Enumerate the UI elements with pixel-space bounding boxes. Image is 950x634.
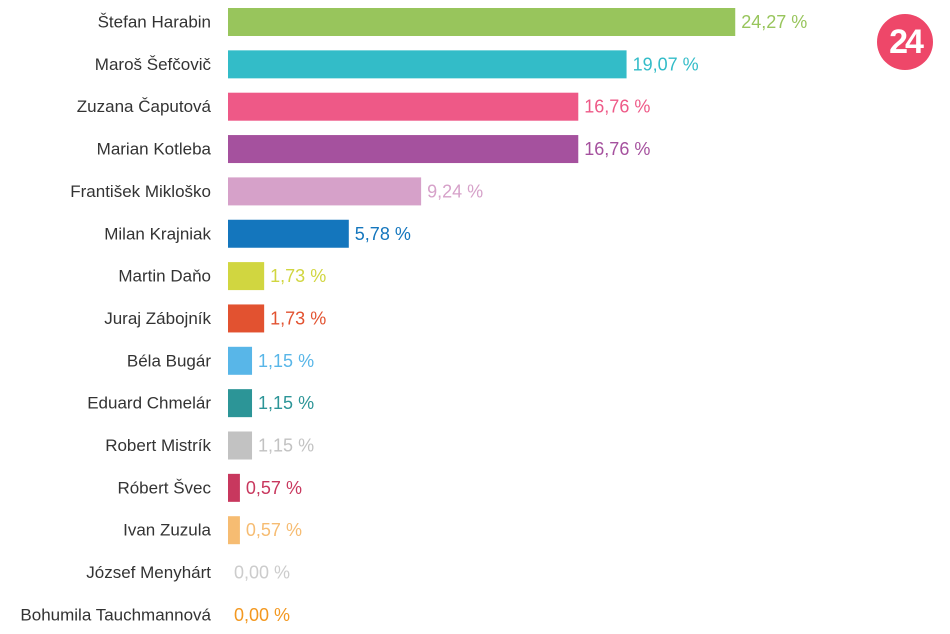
- value-label: 1,73 %: [270, 266, 326, 286]
- value-label: 19,07 %: [633, 54, 699, 74]
- bar: [228, 304, 265, 333]
- category-label: Milan Krajniak: [104, 224, 211, 243]
- category-label: Marian Kotleba: [97, 140, 212, 159]
- bar: [228, 50, 627, 79]
- value-label: 1,15 %: [258, 436, 314, 456]
- category-label: Juraj Zábojník: [104, 309, 211, 328]
- category-label: František Mikloško: [70, 182, 211, 201]
- category-label: Maroš Šefčovič: [95, 55, 212, 74]
- category-label: Eduard Chmelár: [87, 394, 211, 413]
- bar: [228, 389, 253, 418]
- bar: [228, 177, 422, 206]
- category-label: Martin Daňo: [118, 267, 211, 286]
- bar: [228, 473, 240, 502]
- value-label: 5,78 %: [355, 224, 411, 244]
- value-label: 1,15 %: [258, 351, 314, 371]
- bar: [228, 346, 253, 375]
- value-label: 1,15 %: [258, 393, 314, 413]
- category-label: Róbert Švec: [117, 478, 211, 497]
- value-label: 16,76 %: [584, 139, 650, 159]
- bar: [228, 431, 253, 460]
- category-label: Zuzana Čaputová: [77, 97, 212, 116]
- value-label: 16,76 %: [584, 97, 650, 117]
- category-label: Robert Mistrík: [105, 436, 211, 455]
- bar: [228, 135, 579, 164]
- category-label: Bohumila Tauchmannová: [20, 605, 211, 624]
- logo-text: 24: [889, 22, 924, 61]
- logo-24: 24: [877, 14, 933, 70]
- value-label: 0,00 %: [234, 563, 290, 583]
- value-label: 0,57 %: [246, 478, 302, 498]
- value-label: 9,24 %: [427, 181, 483, 201]
- bar: [228, 92, 579, 121]
- bar: [228, 219, 349, 248]
- value-label: 0,57 %: [246, 520, 302, 540]
- category-label: Štefan Harabin: [98, 13, 211, 32]
- value-label: 1,73 %: [270, 308, 326, 328]
- bar: [228, 262, 265, 291]
- bar: [228, 8, 736, 36]
- category-label: Ivan Zuzula: [123, 521, 211, 540]
- value-label: 0,00 %: [234, 605, 290, 625]
- category-label: Béla Bugár: [127, 351, 211, 370]
- bar: [228, 516, 240, 545]
- category-label: József Menyhárt: [86, 563, 211, 582]
- value-label: 24,27 %: [741, 12, 807, 32]
